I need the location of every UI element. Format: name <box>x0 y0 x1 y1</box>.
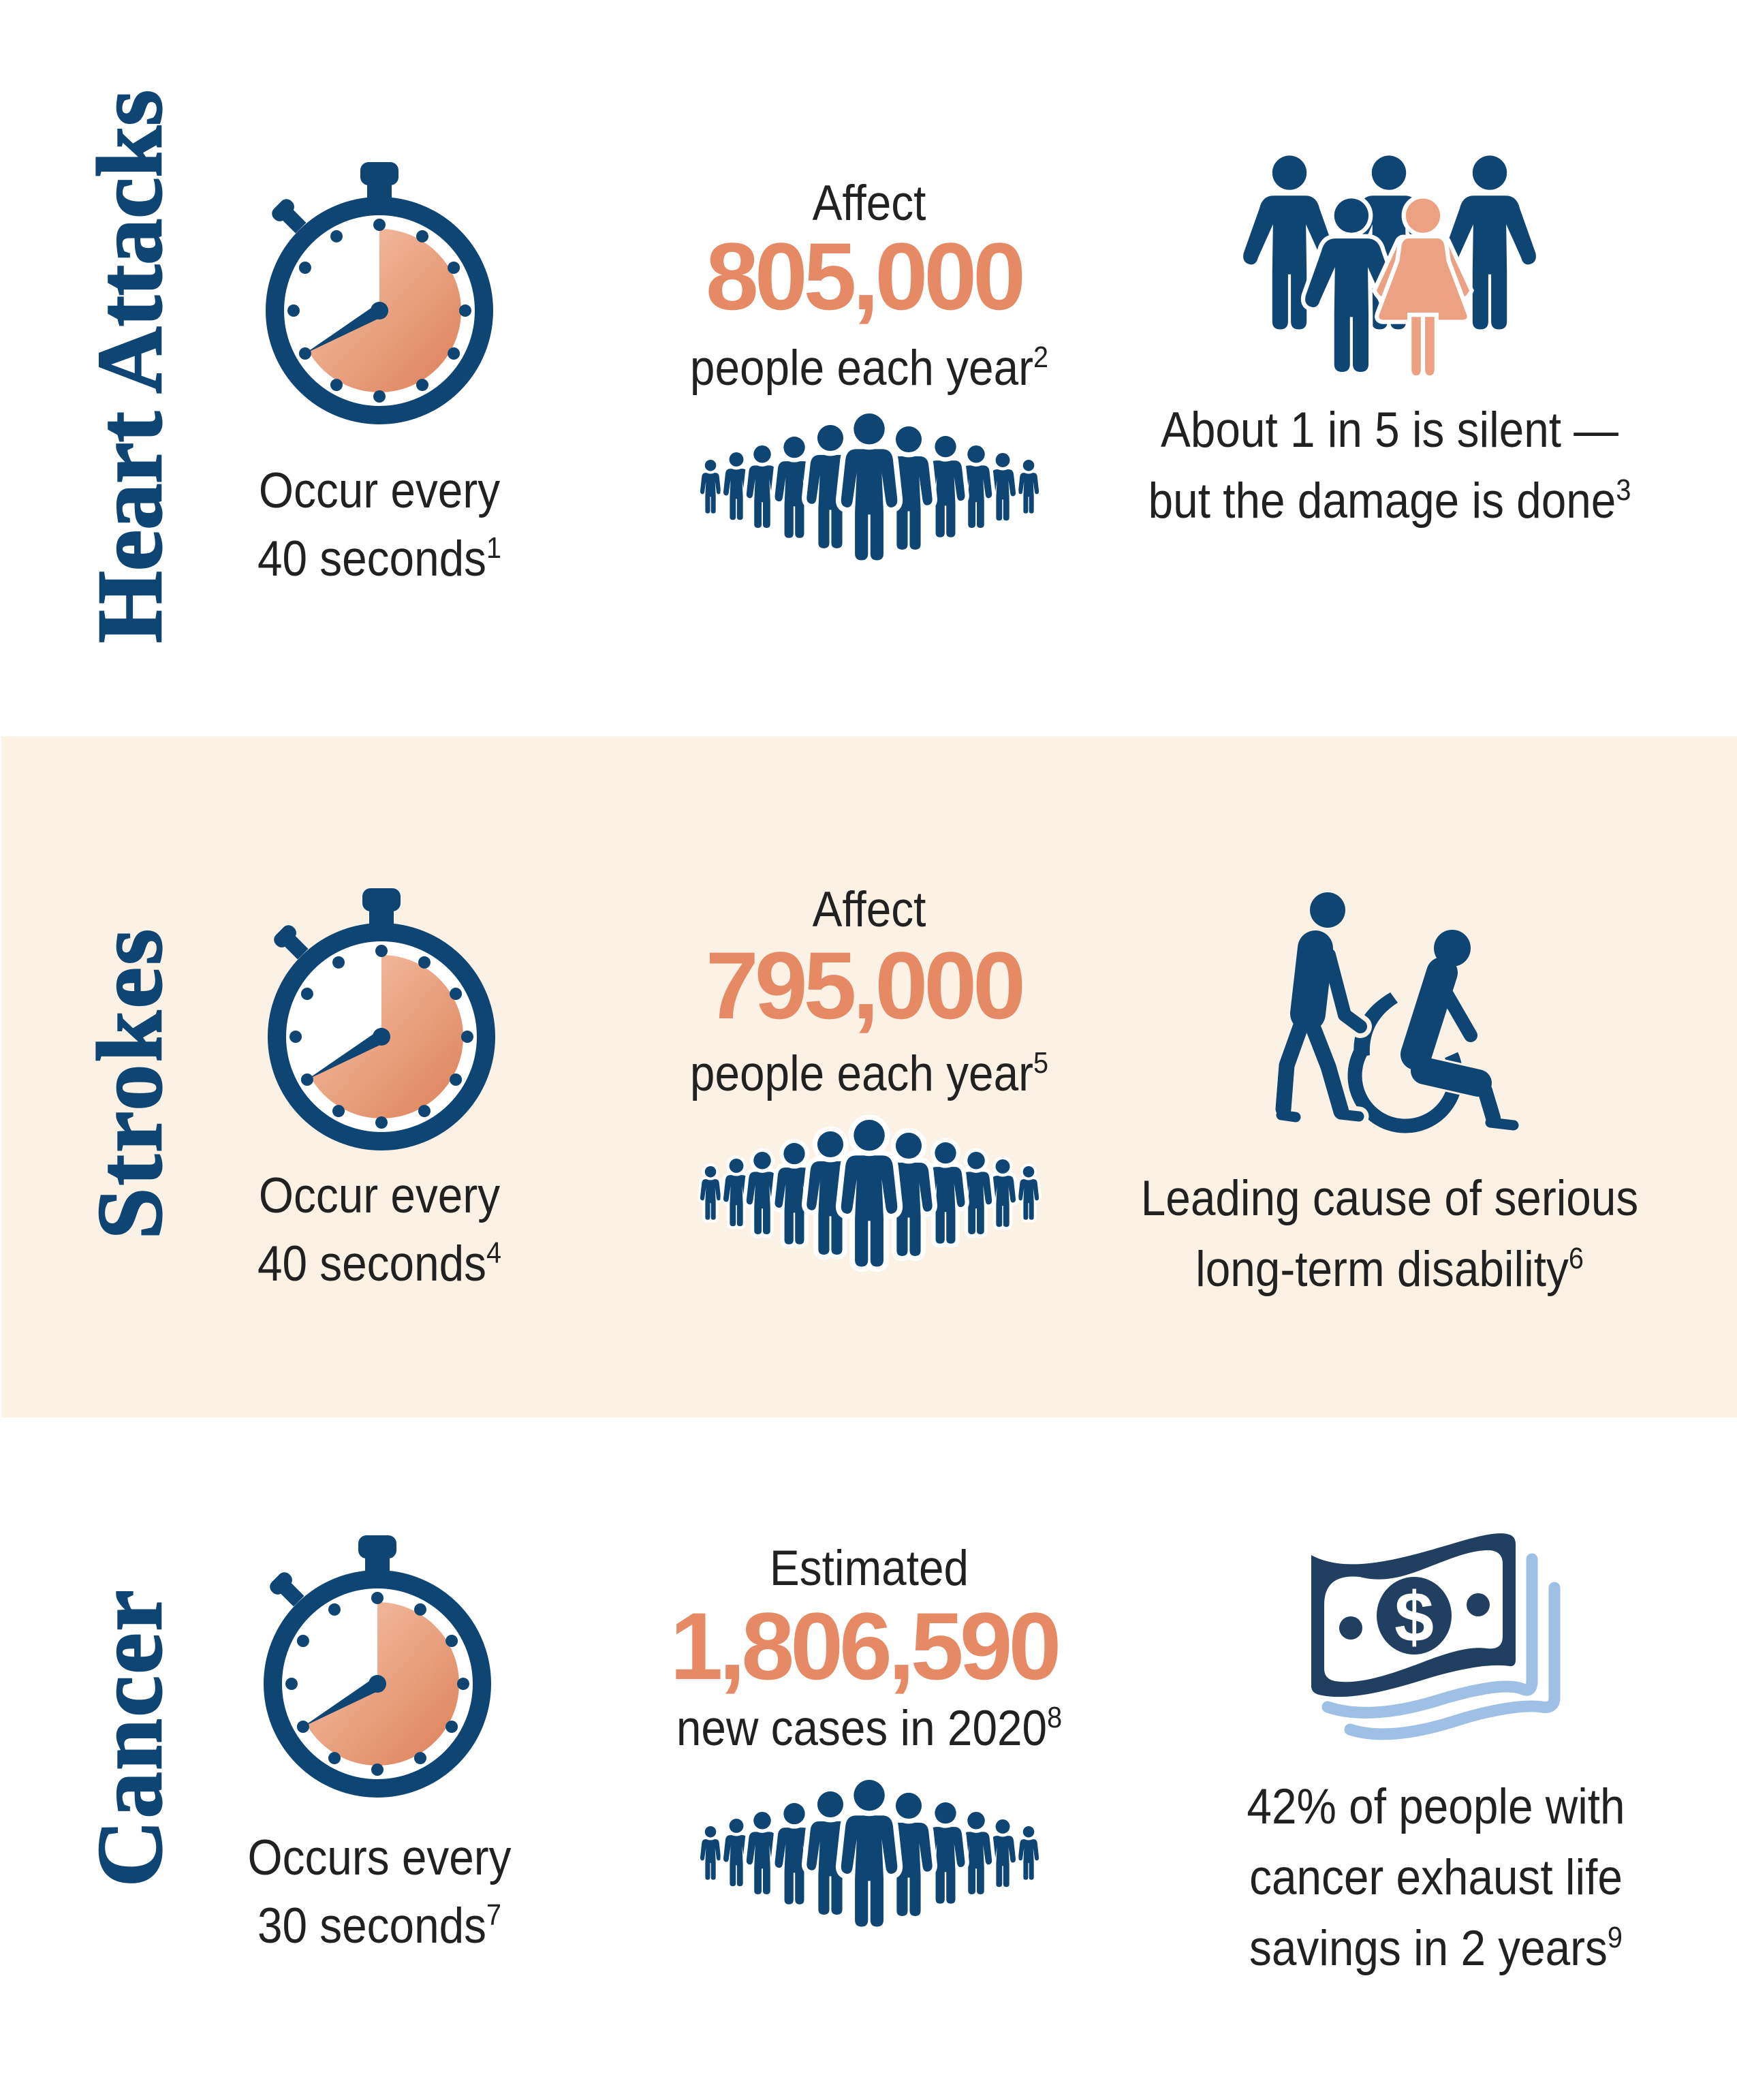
svg-text:$: $ <box>1394 1578 1434 1657</box>
